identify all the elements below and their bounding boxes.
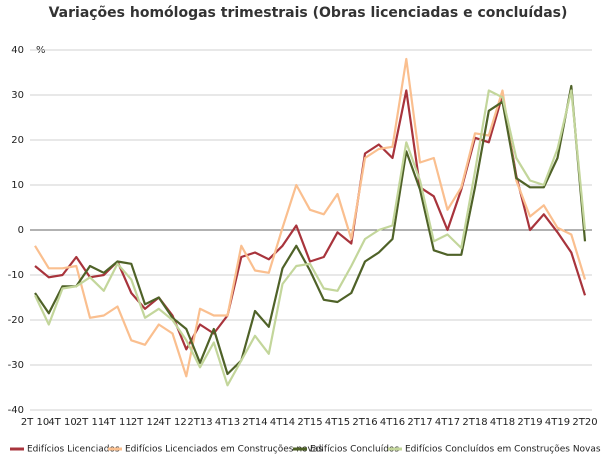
x-tick-label: 2T15: [297, 417, 322, 428]
legend-label: Edifícios Concluídos: [310, 445, 399, 455]
series-line: [34, 89, 587, 351]
legend-label: Edifícios Licenciados: [27, 445, 120, 455]
x-tick-label: 4T17: [435, 417, 460, 428]
series-line: [34, 84, 587, 376]
x-tick-label: 4T18: [490, 417, 515, 428]
x-tick-label: 2T 10: [21, 417, 49, 428]
x-tick-label: 4T14: [270, 417, 295, 428]
x-tick-label: 2T19: [517, 417, 542, 428]
x-tick-label: 2T 11: [76, 417, 104, 428]
series-line: [34, 57, 587, 378]
chart-title: Variações homólogas trimestrais (Obras l…: [49, 5, 568, 21]
y-tick-label: 0: [18, 225, 24, 236]
y-tick-label: 10: [11, 180, 24, 191]
x-tick-label: 4T13: [215, 417, 240, 428]
legend-label: Edifícios Concluídos em Construções Nova…: [405, 445, 601, 455]
y-tick-label: -40: [8, 405, 24, 416]
y-tick-label: 30: [11, 90, 24, 101]
x-tick-label: 2T16: [352, 417, 377, 428]
y-tick-label: -30: [8, 360, 24, 371]
x-tick-label: 4T 11: [103, 417, 131, 428]
x-tick-label: 2T17: [407, 417, 432, 428]
x-tick-label: 2T 12: [131, 417, 159, 428]
y-tick-label: 20: [11, 135, 24, 146]
x-tick-label: 4T 10: [48, 417, 76, 428]
y-tick-label: 40: [11, 45, 24, 56]
x-tick-label: 2T20: [572, 417, 597, 428]
x-tick-label: 2T14: [242, 417, 267, 428]
legend-label: Edifícios Licenciados em Construções nov…: [125, 445, 323, 455]
x-tick-label: 4T16: [380, 417, 405, 428]
x-tick-label: 4T 12: [158, 417, 186, 428]
x-tick-label: 2T18: [462, 417, 487, 428]
y-tick-label: -20: [8, 315, 24, 326]
series-line: [34, 89, 587, 387]
x-tick-label: 4T15: [325, 417, 350, 428]
y-tick-label: -10: [8, 270, 24, 281]
x-tick-label: 2T13: [187, 417, 212, 428]
x-tick-label: 4T19: [545, 417, 570, 428]
